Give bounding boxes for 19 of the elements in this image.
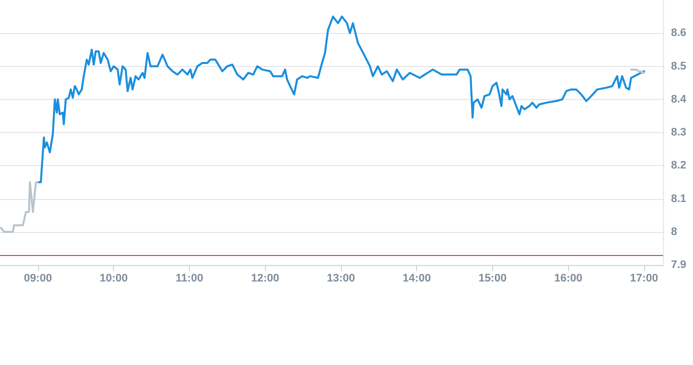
x-tick-label: 14:00 [402, 272, 431, 284]
x-tick-label: 15:00 [478, 272, 507, 284]
y-tick-label: 8 [671, 226, 678, 238]
x-tick-label: 12:00 [251, 272, 280, 284]
y-tick-label: 8.3 [671, 126, 686, 138]
x-tick-label: 09:00 [24, 272, 52, 284]
line-series [0, 181, 40, 233]
y-tick-label: 8.6 [671, 27, 686, 40]
y-tick-label: 8.1 [671, 192, 686, 205]
x-tick-label: 17:00 [630, 272, 658, 284]
y-tick-label: 7.9 [671, 259, 686, 271]
y-tick-label: 8.2 [671, 160, 686, 172]
x-tick-label: 10:00 [100, 272, 128, 284]
y-tick-label: 8.5 [671, 60, 686, 72]
y-tick-label: 8.4 [671, 93, 688, 106]
x-tick-label: 13:00 [326, 272, 356, 284]
x-tick-label: 11:00 [176, 272, 204, 284]
line-series [38, 16, 646, 184]
x-tick-label: 16:00 [554, 272, 582, 284]
